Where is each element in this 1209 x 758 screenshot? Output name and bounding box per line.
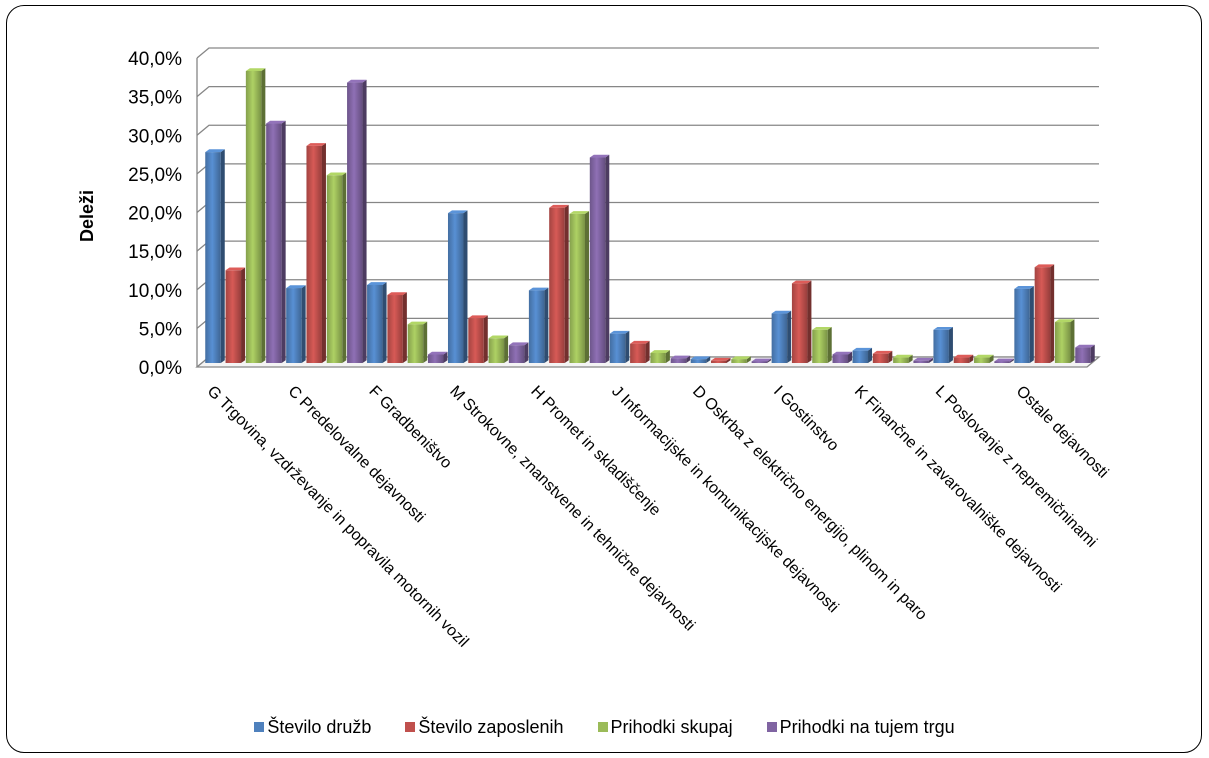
bar	[1014, 286, 1034, 363]
bar	[772, 311, 792, 363]
bar	[549, 205, 569, 363]
gridline	[197, 125, 1099, 135]
bar	[306, 143, 326, 363]
bar	[1075, 345, 1095, 363]
bar	[610, 331, 630, 363]
bar	[408, 322, 428, 363]
y-tick-label: 10,0%	[128, 281, 182, 302]
bar	[671, 356, 691, 363]
x-tick-label: C Predelovalne dejavnosti	[285, 383, 428, 526]
legend-swatch	[405, 722, 415, 732]
bar	[954, 355, 974, 363]
bar	[569, 211, 589, 363]
gridline	[197, 87, 1099, 97]
bar	[1035, 264, 1055, 363]
y-tick-label: 35,0%	[128, 88, 182, 109]
legend: Število družb Število zaposlenih Prihodki …	[0, 715, 1209, 739]
bar	[933, 327, 953, 363]
bar	[387, 292, 407, 363]
legend-item: Število družb	[254, 717, 371, 738]
legend-swatch	[254, 722, 264, 732]
bar	[691, 356, 711, 363]
legend-item: Število zaposlenih	[405, 717, 563, 738]
bar	[367, 282, 387, 363]
bar	[711, 358, 731, 363]
bar	[853, 348, 873, 363]
x-tick-label: L Poslovanje z nepremičninami	[932, 383, 1100, 551]
legend-label: Število družb	[267, 717, 371, 738]
bar	[246, 68, 266, 363]
legend-swatch	[598, 722, 608, 732]
y-axis-label: Deleži	[77, 190, 97, 242]
x-tick-label: I Gostinstvo	[770, 383, 842, 455]
bar	[468, 315, 488, 363]
bar	[873, 351, 893, 363]
legend-swatch	[767, 722, 777, 732]
bar	[731, 356, 751, 363]
legend-item: Prihodki skupaj	[598, 717, 733, 738]
bar	[1055, 319, 1075, 363]
bar	[327, 172, 347, 363]
y-tick-label: 40,0%	[128, 49, 182, 70]
x-tick-label: H Promet in skladiščenje	[527, 383, 664, 520]
bar	[347, 80, 367, 363]
y-tick-label: 20,0%	[128, 204, 182, 225]
legend-label: Prihodki skupaj	[611, 717, 733, 738]
bar	[529, 288, 549, 363]
x-tick-labels: G Trgovina, vzdrževanje in popravila mot…	[204, 383, 1112, 651]
y-tick-labels: 0,0% 5,0% 10,0% 15,0% 20,0% 25,0% 30,0% 35,0% 40…	[128, 49, 182, 379]
bar	[974, 355, 994, 363]
gridline	[197, 48, 1099, 58]
bar	[205, 149, 225, 363]
bar	[226, 268, 246, 364]
bar	[428, 352, 448, 363]
bar	[266, 121, 286, 363]
bar	[893, 355, 913, 363]
y-tick-label: 0,0%	[139, 358, 182, 379]
bar	[590, 155, 610, 363]
y-tick-label: 25,0%	[128, 165, 182, 186]
bar	[812, 327, 832, 363]
bar	[650, 350, 670, 363]
legend-label: Število zaposlenih	[418, 717, 563, 738]
legend-item: Prihodki na tujem trgu	[767, 717, 955, 738]
legend-label: Prihodki na tujem trgu	[780, 717, 955, 738]
bar	[509, 342, 529, 363]
bar	[489, 335, 509, 363]
y-tick-label: 5,0%	[139, 319, 182, 340]
gridline	[197, 164, 1099, 174]
y-tick-label: 30,0%	[128, 126, 182, 147]
bar	[630, 341, 650, 363]
y-tick-label: 15,0%	[128, 242, 182, 263]
bar	[792, 281, 812, 363]
bar	[913, 358, 933, 363]
bar	[448, 210, 468, 363]
bar	[833, 352, 853, 363]
x-tick-label: F Gradbeništvo	[365, 383, 454, 472]
bar	[286, 285, 306, 363]
